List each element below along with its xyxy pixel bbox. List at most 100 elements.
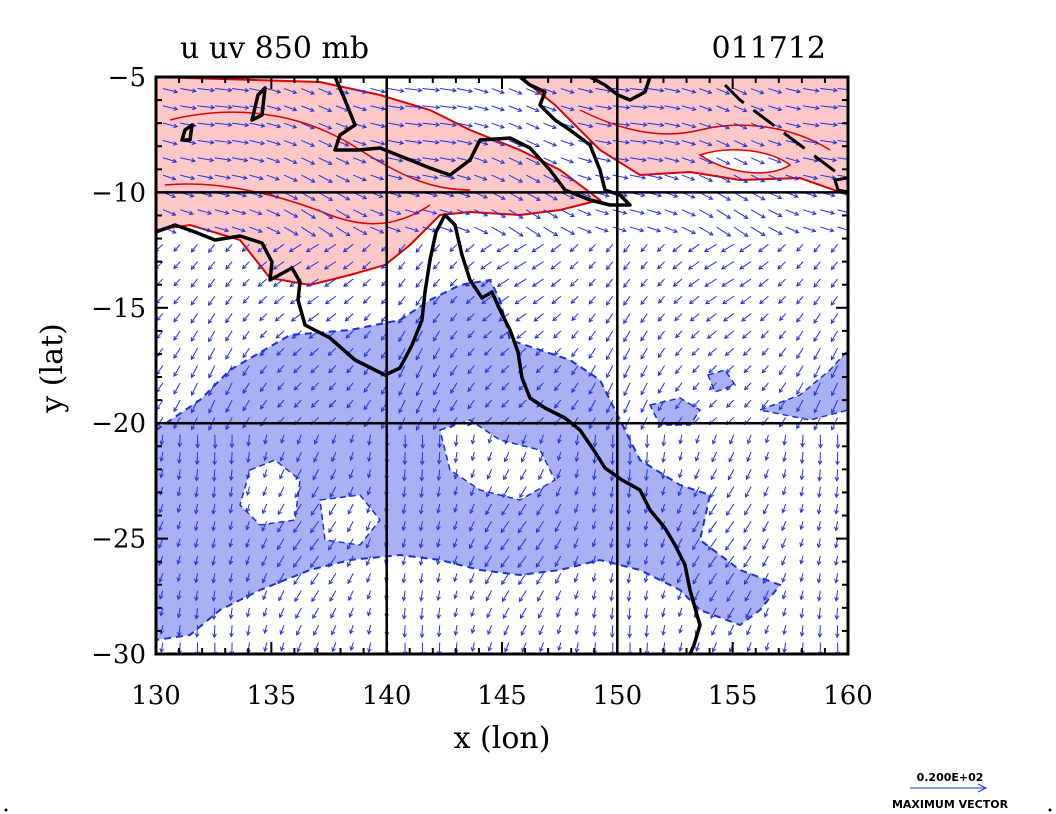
wind-vector-head (173, 281, 179, 287)
wind-vector-head (626, 561, 632, 567)
wind-vector (398, 313, 406, 324)
wind-vector (704, 243, 717, 253)
wind-vector (231, 226, 246, 232)
wind-vector-head (760, 333, 766, 339)
wind-vector-head (484, 385, 490, 391)
wind-vector (647, 174, 663, 179)
wind-vector (335, 122, 349, 129)
wind-vector (403, 607, 406, 619)
wind-vector-head (591, 577, 597, 583)
wind-vector-head (208, 391, 213, 397)
wind-vector-head (607, 122, 613, 128)
wind-vector (158, 521, 164, 531)
wind-vector (526, 105, 540, 112)
wind-vector (264, 451, 268, 461)
wind-vector (261, 555, 268, 566)
wind-vector-head (623, 265, 628, 271)
vector-legend: 0.200E+02 MAXIMUM VECTOR (892, 771, 1009, 811)
wind-vector (554, 538, 562, 550)
wind-vector (160, 642, 164, 653)
wind-vector (328, 538, 337, 550)
wind-vector-head (173, 372, 178, 378)
wind-vector (162, 174, 176, 180)
wind-vector (573, 538, 579, 548)
wind-vector (264, 434, 268, 444)
wind-vector-head (415, 373, 421, 379)
wind-vector-head (173, 264, 178, 270)
wind-vector-head (432, 192, 438, 198)
wind-vector-head (723, 334, 729, 339)
wind-vector-head (623, 283, 628, 288)
wind-vector-head (342, 265, 348, 270)
wind-vector-head (514, 299, 520, 305)
wind-vector (501, 572, 510, 585)
wind-vector (173, 278, 181, 287)
wind-vector-head (746, 457, 751, 463)
wind-vector (664, 174, 679, 180)
wind-vector-head (399, 140, 405, 146)
wind-vector-head (399, 88, 405, 93)
wind-vector (647, 226, 661, 232)
wind-vector (802, 122, 819, 127)
wind-vector (159, 590, 164, 600)
wind-vector (230, 486, 233, 497)
wind-vector-head (309, 107, 315, 112)
wind-vector (214, 174, 231, 179)
wind-vector (197, 122, 215, 126)
wind-vector-head (449, 210, 455, 216)
wind-vector (551, 278, 562, 287)
wind-vector (387, 122, 404, 127)
wind-vector (370, 174, 384, 180)
wind-vector-head (729, 439, 734, 445)
wind-vector (525, 209, 541, 219)
wind-vector-head (398, 355, 403, 361)
wind-vector (229, 521, 233, 530)
wind-vector (782, 503, 787, 513)
wind-vector-head (741, 317, 746, 322)
wind-vector (488, 434, 493, 444)
wind-vector (456, 209, 470, 215)
wind-vector-head (467, 387, 472, 393)
wind-vector (657, 399, 666, 411)
wind-vector (800, 538, 804, 547)
wind-vector-head (496, 265, 502, 270)
wind-vector (768, 139, 782, 146)
wind-vector-head (210, 87, 216, 93)
wind-vector (785, 209, 799, 216)
wind-vector (283, 209, 298, 218)
wind-vector (225, 365, 233, 378)
wind-vector-head (799, 491, 805, 497)
wind-vector-head (366, 508, 371, 514)
wind-vector-head (306, 282, 312, 287)
wind-vector (818, 573, 821, 583)
wind-vector-head (398, 247, 403, 253)
wind-vector (367, 486, 371, 495)
wind-vector (664, 122, 680, 127)
wind-vector-head (777, 247, 783, 253)
wind-vector (835, 521, 839, 531)
wind-vector-head (381, 424, 386, 430)
wind-vector-head (574, 594, 579, 600)
wind-vector (398, 365, 406, 378)
wind-vector-head (468, 105, 474, 111)
wind-vector-head (190, 282, 196, 288)
wind-vector (213, 607, 216, 620)
wind-vector-head (380, 354, 386, 360)
wind-vector-head (569, 247, 575, 253)
wind-vector-head (306, 299, 312, 305)
wind-vector-head (625, 139, 631, 145)
wind-vector-head (536, 510, 541, 516)
wind-vector-head (627, 444, 633, 449)
wind-vector-head (158, 508, 164, 514)
wind-vector (156, 399, 164, 410)
wind-vector (557, 624, 562, 634)
wind-vector (180, 157, 196, 162)
wind-vector-head (171, 176, 177, 181)
wind-vector (454, 469, 458, 479)
wind-vector-head (363, 334, 369, 340)
map-area (156, 77, 848, 654)
wind-vector (554, 399, 562, 409)
wind-vector (533, 295, 544, 305)
wind-vector (247, 469, 250, 479)
wind-vector (557, 469, 562, 479)
